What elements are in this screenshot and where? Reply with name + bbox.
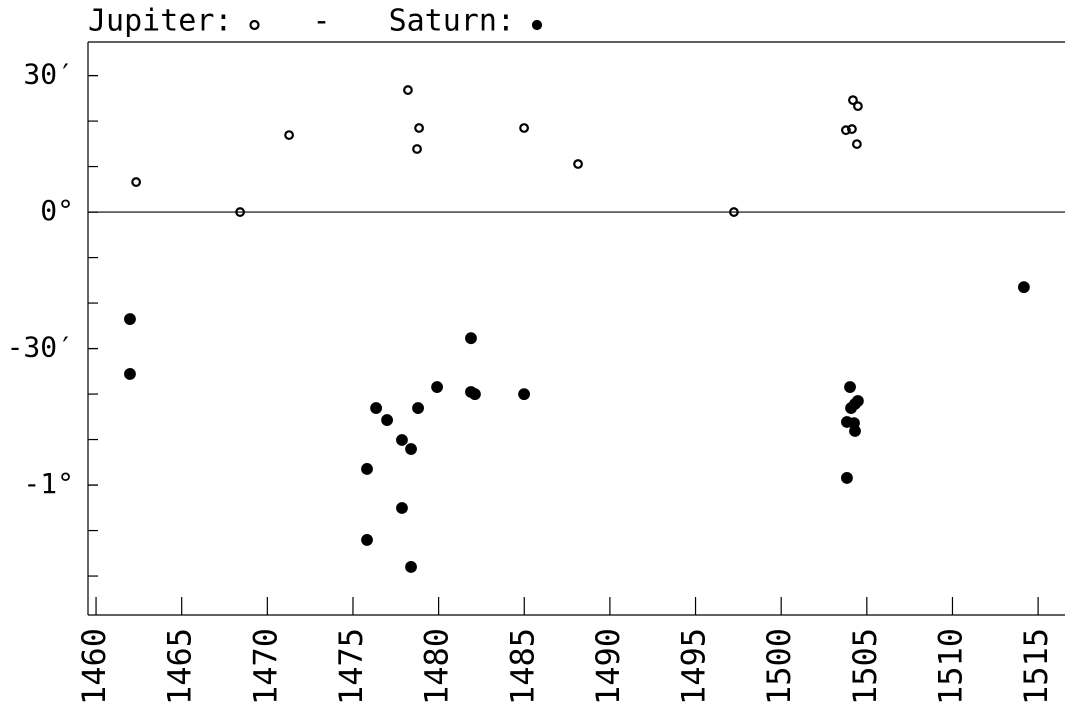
point	[381, 414, 393, 426]
point	[361, 463, 373, 475]
x-tick-label: 1480	[418, 628, 456, 705]
x-tick-label: 1470	[246, 628, 284, 705]
x-tick-label: 1505	[846, 628, 884, 705]
point	[131, 177, 142, 187]
point	[361, 534, 373, 546]
point	[841, 125, 851, 136]
point	[853, 101, 863, 112]
point	[405, 443, 417, 455]
point	[124, 313, 136, 325]
point	[431, 381, 443, 393]
x-tick-label: 1500	[760, 628, 798, 705]
point	[405, 561, 417, 573]
point	[414, 123, 424, 133]
x-tick-label: 1510	[931, 628, 969, 705]
x-tick-label: 1475	[332, 628, 370, 705]
legend-separator: -	[313, 4, 331, 39]
point	[465, 332, 477, 345]
x-tick-label: 1485	[503, 628, 541, 705]
point	[396, 434, 408, 446]
point	[412, 144, 422, 154]
x-tick-label: 1465	[161, 628, 199, 705]
legend-marker	[249, 19, 260, 31]
y-tick-label: -1°	[23, 467, 74, 500]
x-tick-label: 1495	[675, 628, 713, 705]
x-tick-label: 1515	[1017, 628, 1055, 705]
point	[1017, 281, 1030, 294]
point	[284, 130, 294, 140]
point	[844, 381, 856, 393]
point	[396, 502, 408, 514]
y-tick-label: 30′	[23, 58, 74, 91]
point	[729, 207, 739, 217]
point	[370, 402, 382, 414]
point	[841, 472, 853, 484]
legend-marker	[531, 19, 543, 31]
point	[847, 124, 857, 134]
x-tick-label: 1490	[589, 628, 627, 705]
point	[469, 388, 481, 401]
point	[124, 368, 136, 380]
point	[573, 159, 583, 169]
point	[852, 395, 864, 407]
point	[412, 402, 424, 414]
y-tick-label: -30′	[7, 331, 74, 364]
point	[403, 85, 413, 95]
legend-label: Saturn:	[389, 4, 515, 39]
legend-label: Jupiter:	[88, 4, 233, 39]
y-tick-label: 0°	[40, 194, 74, 227]
point	[851, 139, 862, 149]
point	[518, 388, 530, 401]
point	[849, 425, 861, 437]
point	[235, 207, 245, 217]
point	[519, 123, 529, 133]
point	[848, 95, 858, 106]
x-tick-label: 1460	[75, 628, 113, 705]
